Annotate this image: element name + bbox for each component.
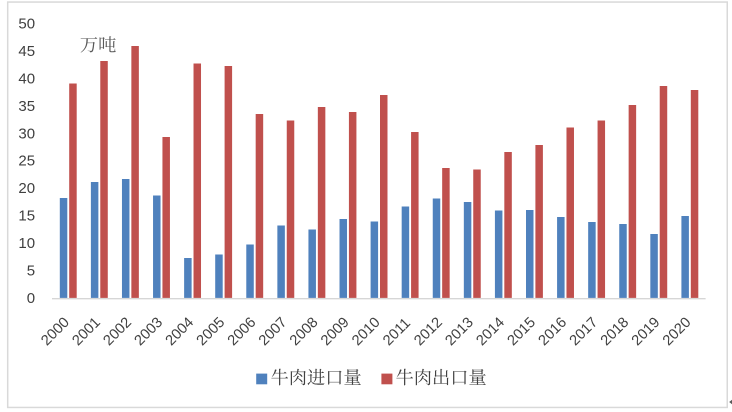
svg-text:50: 50 [18,16,35,33]
svg-text:5: 5 [27,262,35,279]
svg-text:10: 10 [18,235,35,252]
svg-text:25: 25 [18,153,35,170]
svg-text:35: 35 [18,98,35,115]
svg-text:20: 20 [18,180,35,197]
svg-text:0: 0 [27,290,35,307]
svg-text:45: 45 [18,43,35,60]
svg-text:40: 40 [18,70,35,87]
svg-text:15: 15 [18,208,35,225]
svg-text:30: 30 [18,125,35,142]
